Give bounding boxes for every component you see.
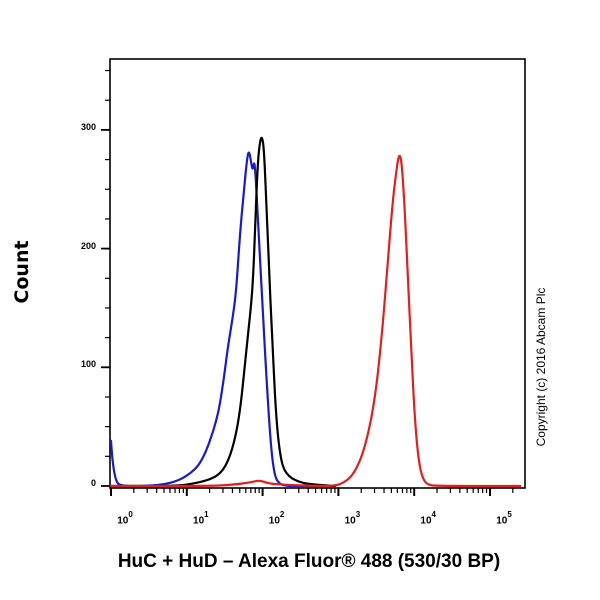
plot-frame [109,58,526,489]
y-tick-label: 100 [80,359,96,370]
x-tick-label: 101 [193,510,209,527]
x-tick-label: 104 [420,510,436,527]
x-tick-label: 102 [268,510,285,527]
y-tick-label: 200 [80,240,96,251]
y-axis-label: Count [11,240,33,304]
series-line [109,136,336,488]
x-tick-label: 100 [117,510,133,527]
x-axis-ticks [110,488,514,496]
histogram-series [109,136,522,488]
series-line [109,151,333,488]
x-tick-label: 105 [496,510,512,527]
y-tick-label: 0 [90,478,96,488]
copyright-notice: Copyright (c) 2016 Abcam Plc [534,287,548,447]
x-axis-label: HuC + HuD – Alexa Fluor® 488 (530/30 BP) [117,551,501,572]
series-line [109,154,522,488]
y-axis-ticks [101,69,110,487]
x-tick-label: 103 [344,510,361,527]
y-tick-label: 300 [80,121,96,132]
